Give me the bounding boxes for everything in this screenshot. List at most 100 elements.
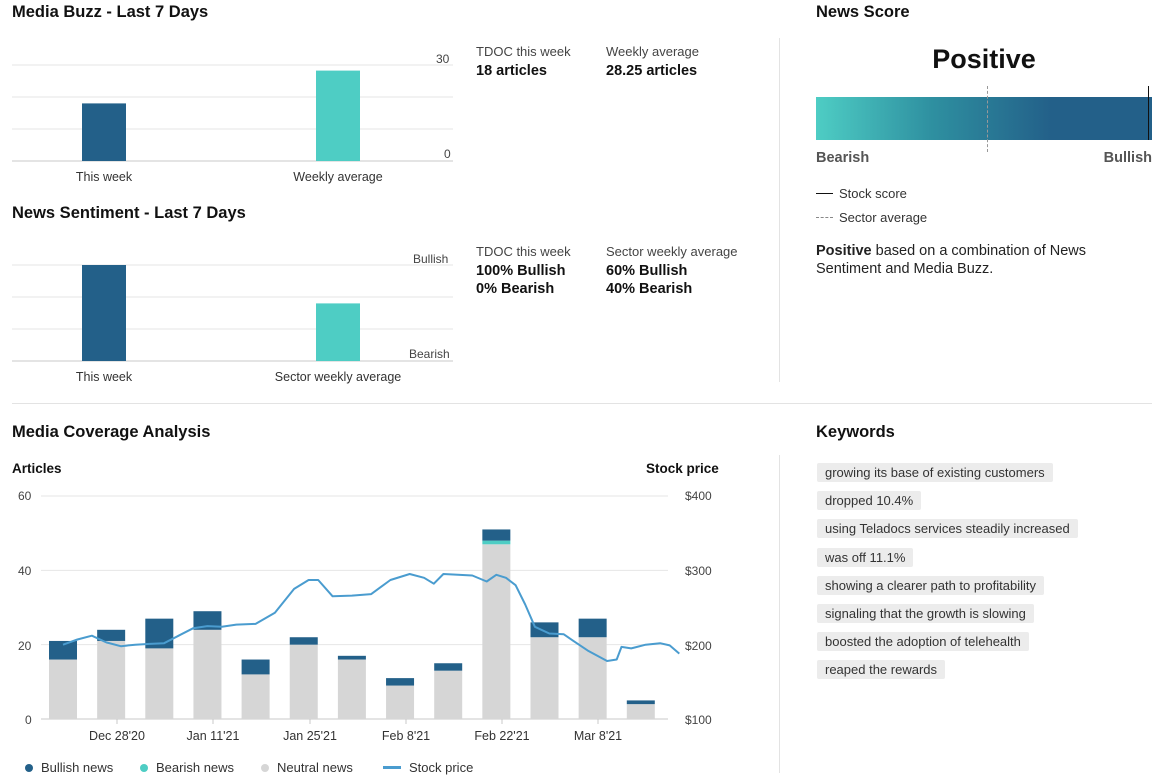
sector-average-legend-label: Sector average: [839, 210, 928, 225]
mc-bar-bullish-3: [193, 611, 222, 630]
stock-score-legend-label: Stock score: [839, 186, 907, 201]
mc-bar-neutral-3: [193, 629, 222, 719]
media-coverage-chart: [41, 495, 680, 724]
keywords-title: Keywords: [816, 423, 895, 441]
keyword-tag[interactable]: was off 11.1%: [817, 547, 914, 567]
description-rest: based on a combination of News Sentiment…: [816, 243, 1087, 277]
stat-value-bullish: 100% Bullish: [476, 263, 566, 279]
y2-tick-100: $100: [685, 713, 712, 727]
vertical-divider-bottom: [779, 455, 780, 773]
legend-neutral: Neutral news: [261, 760, 353, 775]
mc-bar-neutral-10: [530, 637, 559, 719]
keyword-tag[interactable]: boosted the adoption of telehealth: [817, 632, 1029, 652]
mc-bar-neutral-11: [578, 637, 607, 719]
mc-bar-neutral-8: [434, 670, 463, 719]
news-score-bearish-label: Bearish: [816, 150, 870, 166]
news-score-bullish-label: Bullish: [1103, 150, 1152, 166]
news-sentiment-chart: [12, 264, 453, 362]
y-tick-20: 20: [18, 639, 32, 653]
y2-tick-400: $400: [685, 489, 712, 503]
bullish-dot-icon: [25, 763, 33, 772]
keyword-row: reaped the rewards: [817, 660, 1157, 688]
x-tick-feb22: Feb 22'21: [474, 729, 530, 743]
stock-price-line: [62, 573, 680, 662]
mc-bar-bullish-7: [386, 678, 415, 686]
legend-stock: Stock price: [383, 760, 473, 775]
media-buzz-bar-0: [82, 103, 126, 161]
mc-bar-neutral-1: [97, 640, 126, 719]
legend-stock-label: Stock price: [409, 760, 474, 775]
news-sentiment-xlabel-1: Sector weekly average: [274, 370, 402, 384]
description-bold: Positive: [816, 243, 872, 259]
y-tick-40: 40: [18, 564, 32, 578]
keyword-tag[interactable]: reaped the rewards: [817, 660, 946, 680]
legend-neutral-label: Neutral news: [277, 760, 353, 775]
stat-label: Weekly average: [606, 44, 699, 59]
media-coverage-title: Media Coverage Analysis: [12, 423, 211, 441]
mc-bar-bullish-12: [626, 700, 655, 705]
mc-bar-bullish-9: [482, 529, 511, 541]
dashed-line-icon: [816, 217, 833, 218]
keyword-row: dropped 10.4%: [817, 491, 1157, 519]
sector-average-marker: [987, 86, 988, 152]
mc-tick-marks: [116, 719, 599, 724]
legend-bullish-label: Bullish news: [41, 760, 114, 775]
news-sentiment-bar-1: [316, 303, 360, 361]
mc-bar-neutral-4: [241, 674, 270, 719]
x-tick-feb8: Feb 8'21: [381, 729, 431, 743]
media-buzz-title: Media Buzz - Last 7 Days: [12, 3, 209, 21]
sector-average-legend: Sector average: [816, 210, 927, 225]
news-sentiment-stat-0: TDOC this week 100% Bullish 0% Bearish: [476, 244, 571, 298]
mc-bars: [49, 529, 655, 719]
keyword-tag[interactable]: signaling that the growth is slowing: [817, 603, 1034, 623]
keyword-tag[interactable]: growing its base of existing customers: [817, 463, 1053, 482]
news-sentiment-xlabel-0: This week: [75, 370, 133, 384]
stat-value-bearish: 0% Bearish: [476, 281, 555, 297]
media-buzz-stat-1: Weekly average 28.25 articles: [606, 44, 699, 80]
keyword-tag[interactable]: using Teladocs services steadily increas…: [817, 519, 1078, 539]
mc-bar-neutral-9: [482, 544, 511, 719]
keyword-tag[interactable]: showing a clearer path to profitability: [817, 575, 1045, 595]
news-score-verdict: Positive: [932, 44, 1036, 74]
y-tick-0: 0: [25, 713, 32, 727]
mc-bar-neutral-6: [337, 659, 366, 719]
keywords-list: growing its base of existing customers d…: [817, 463, 1157, 689]
media-buzz-chart: [12, 64, 453, 162]
stock-score-legend: Stock score: [816, 186, 907, 201]
mc-bar-neutral-0: [49, 659, 77, 719]
media-buzz-bar-1: [316, 70, 360, 161]
bearish-dot-icon: [140, 763, 148, 772]
news-sentiment-axis-bottom: Bearish: [409, 347, 450, 361]
news-sentiment-axis-top: Bullish: [413, 252, 449, 266]
news-sentiment-title: News Sentiment - Last 7 Days: [12, 204, 246, 222]
media-buzz-stat-0: TDOC this week 18 articles: [476, 44, 571, 80]
news-sentiment-stat-1: Sector weekly average 60% Bullish 40% Be…: [606, 244, 738, 298]
stat-value: 28.25 articles: [606, 63, 698, 79]
media-buzz-axis-top: 30: [436, 52, 450, 66]
stat-label: TDOC this week: [476, 44, 571, 59]
stat-value: 18 articles: [476, 63, 547, 79]
keyword-row: using Teladocs services steadily increas…: [817, 519, 1157, 547]
x-tick-mar8: Mar 8'21: [573, 729, 623, 743]
horizontal-divider: [12, 403, 1152, 404]
mc-bar-bullish-4: [241, 659, 270, 675]
left-axis-title: Articles: [12, 461, 62, 476]
stat-value-bearish: 40% Bearish: [606, 281, 693, 297]
news-score-gradient-bar: [816, 97, 1152, 140]
stat-label: TDOC this week: [476, 244, 571, 259]
mc-bar-neutral-2: [145, 648, 174, 719]
x-tick-jan25: Jan 25'21: [283, 729, 337, 743]
mc-bar-bullish-0: [49, 640, 77, 660]
solid-line-icon: [816, 193, 833, 194]
keyword-row: growing its base of existing customers: [817, 463, 1157, 491]
news-sentiment-bars: [82, 265, 360, 361]
keyword-tag[interactable]: dropped 10.4%: [817, 491, 922, 511]
mc-bar-neutral-12: [626, 704, 655, 719]
x-tick-jan11: Jan 11'21: [186, 729, 240, 743]
mc-bar-bullish-8: [434, 663, 463, 671]
media-buzz-gridlines: [12, 64, 453, 162]
news-score-title: News Score: [816, 3, 910, 21]
x-tick-dec28: Dec 28'20: [89, 729, 145, 743]
mc-bar-bullish-6: [337, 655, 366, 660]
mc-stock-line: [62, 573, 680, 662]
